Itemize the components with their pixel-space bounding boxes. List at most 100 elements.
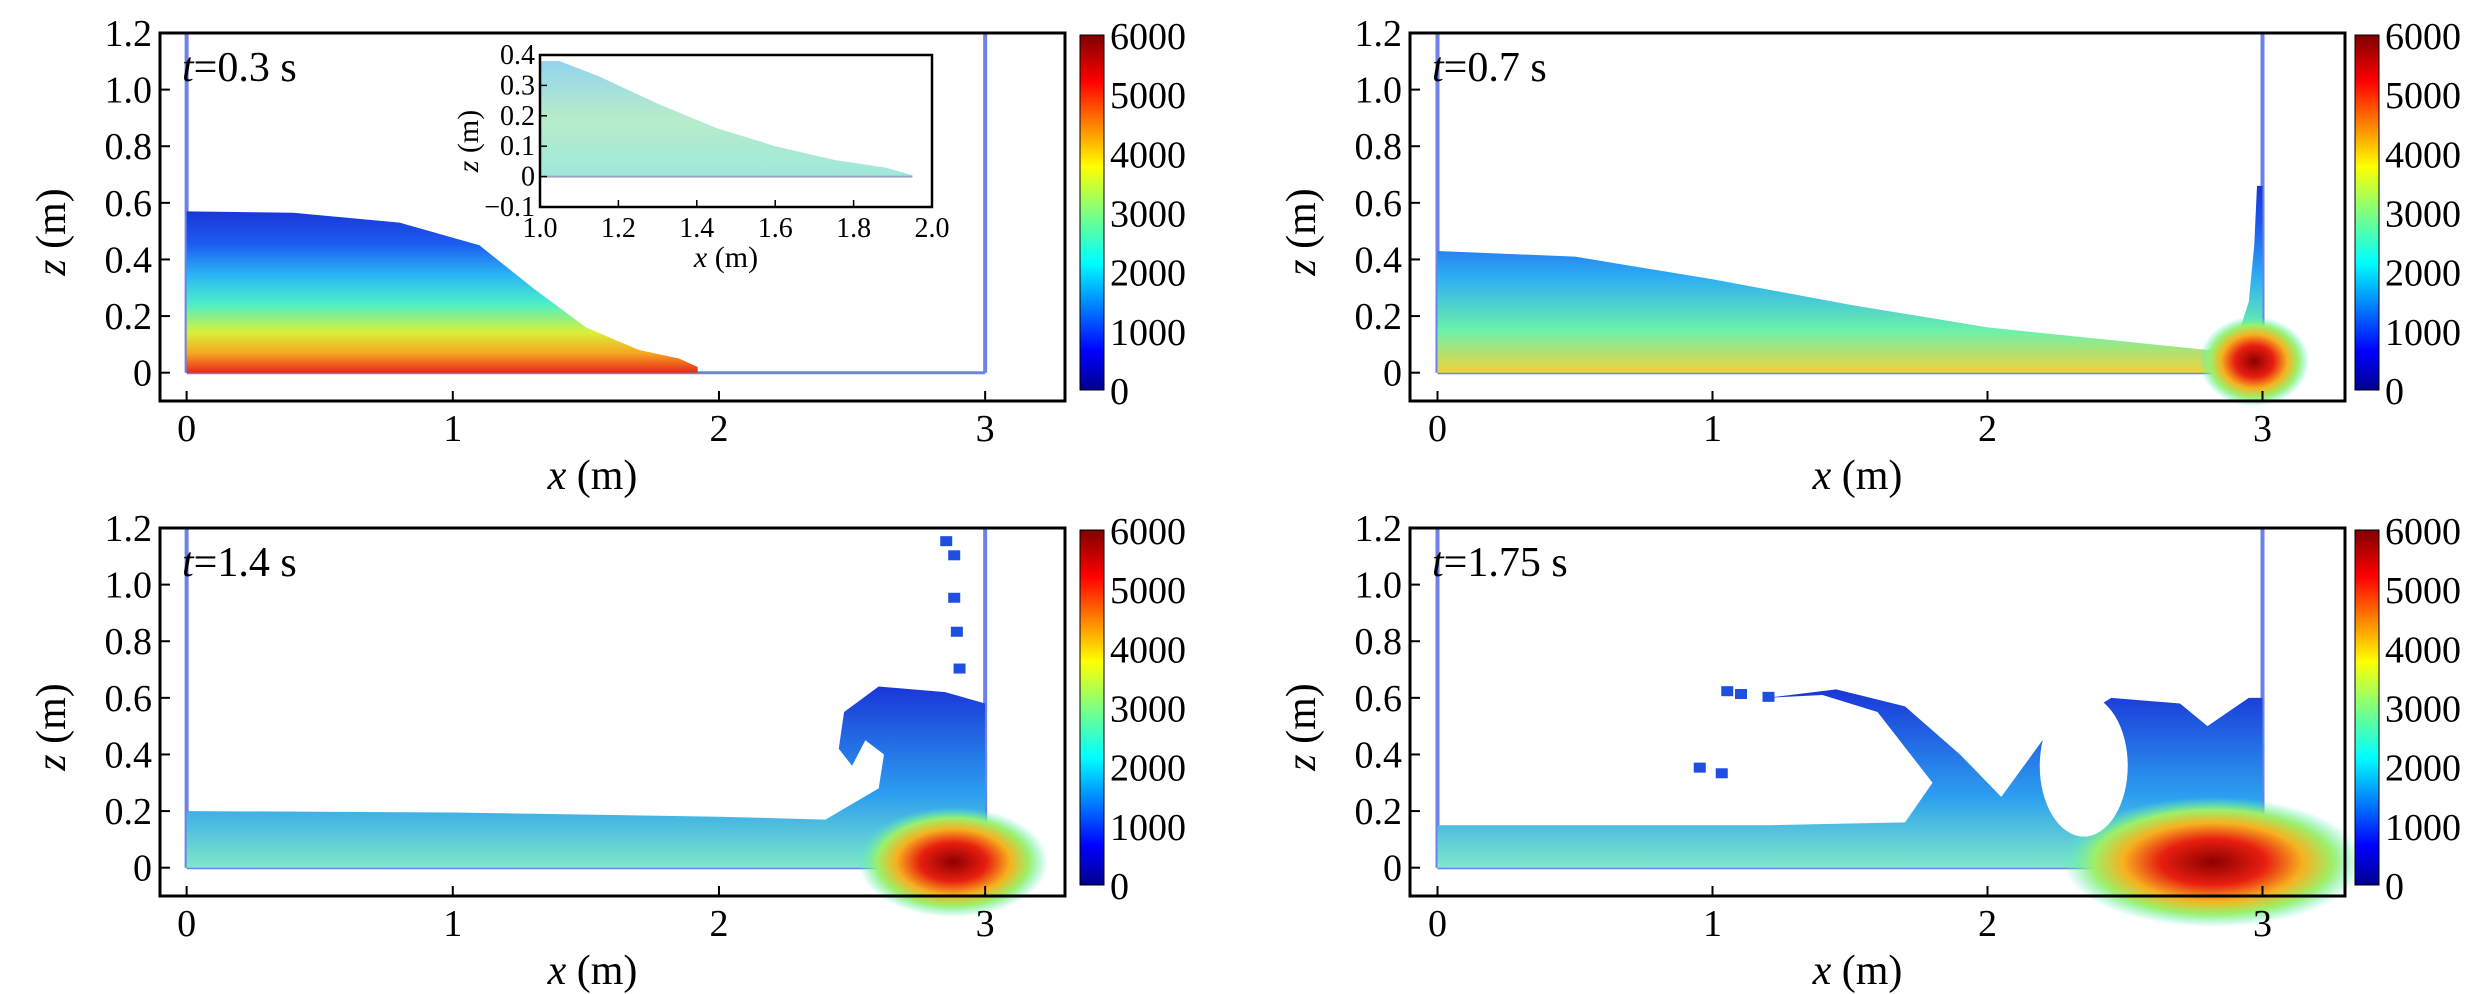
impact-pressure (858, 807, 1049, 918)
y-tick-label: 0.2 (105, 296, 153, 338)
panel-2: 0 0.2 0.4 0.6 0.8 1.0 1.2 0 1 2 3 x (m) z (m) t=0.7 s… (1279, 13, 2461, 499)
colorbar-tick-label: 2000 (2385, 253, 2461, 295)
x-tick-label: 3 (976, 408, 995, 450)
y-tick-label: 1.0 (105, 70, 153, 112)
y-tick-label: 0.4 (105, 239, 153, 281)
y-tick-label: 0 (133, 353, 152, 395)
colorbar-tick-label: 1000 (2385, 807, 2461, 849)
x-tick-label: 0 (177, 903, 196, 945)
y-tick-label: 0.4 (105, 734, 153, 776)
y-tick-label: 0.6 (105, 678, 153, 720)
colorbar-tick-label: 5000 (2385, 75, 2461, 117)
panel-3: 0 0.2 0.4 0.6 0.8 1.0 1.2 0 1 2 3 x (m) z (m) t=1.4 s… (29, 508, 1186, 994)
spray-droplet (1693, 762, 1706, 773)
colorbar-tick-label: 2000 (2385, 748, 2461, 790)
water-body (1437, 185, 2263, 373)
x-axis-label: x (m) (547, 948, 638, 994)
time-label: t=0.3 s (182, 45, 297, 91)
y-tick-label: 0.8 (1355, 126, 1403, 168)
spray-droplet (948, 550, 961, 561)
y-tick-label: 1.0 (1355, 70, 1403, 112)
time-label: t=1.4 s (182, 540, 297, 586)
inset-y-tick-label: −0.1 (484, 192, 535, 223)
inset-y-tick-label: 0.1 (500, 131, 535, 162)
colorbar-tick-label: 3000 (2385, 689, 2461, 731)
spray-droplet (953, 663, 966, 674)
x-tick-label: 0 (1428, 408, 1447, 450)
colorbar-tick-label: 5000 (1110, 75, 1186, 117)
x-tick-label: 1 (443, 903, 462, 945)
inset-x-tick-label: 1.4 (679, 213, 714, 244)
spray-droplet (940, 536, 953, 547)
plot-frame (1408, 526, 2347, 898)
colorbar-tick-label: 1000 (1110, 807, 1186, 849)
colorbar-tick-label: 4000 (2385, 134, 2461, 176)
x-axis-label: x (m) (1812, 453, 1903, 499)
colorbar-tick-label: 1000 (2385, 312, 2461, 354)
colorbar-tick-label: 6000 (2385, 511, 2461, 553)
x-tick-label: 1 (1703, 408, 1722, 450)
inset-x-tick-label: 1.8 (836, 213, 871, 244)
spray-droplet (1721, 686, 1734, 697)
time-label: t=0.7 s (1432, 45, 1547, 91)
inset-y-tick-label: 0.3 (500, 70, 535, 101)
x-axis-label: x (m) (1812, 948, 1903, 994)
colorbar-tick-label: 4000 (1110, 134, 1186, 176)
y-axis-label: z (m) (1279, 683, 1325, 772)
inset-y-tick-label: 0.2 (500, 101, 535, 132)
spray-droplet (950, 626, 963, 637)
x-tick-label: 2 (1978, 903, 1997, 945)
x-tick-label: 3 (2253, 903, 2272, 945)
colorbar (2354, 34, 2380, 391)
x-tick-label: 3 (976, 903, 995, 945)
y-tick-label: 0.2 (1355, 296, 1403, 338)
spray-droplet (948, 592, 961, 603)
y-tick-label: 0.2 (1355, 791, 1403, 833)
colorbar-tick-label: 2000 (1110, 748, 1186, 790)
inset-x-tick-label: 1.2 (601, 213, 636, 244)
y-tick-label: 0.4 (1355, 239, 1403, 281)
y-tick-label: 0 (1383, 848, 1402, 890)
panel-4: 0 0.2 0.4 0.6 0.8 1.0 1.2 0 1 2 3 x (m) z (m) t=1.75 … (1279, 508, 2461, 994)
colorbar-tick-label: 3000 (1110, 689, 1186, 731)
y-axis-label: z (m) (29, 188, 75, 277)
x-tick-label: 2 (709, 408, 728, 450)
colorbar-tick-label: 5000 (1110, 570, 1186, 612)
plot-frame (158, 526, 1067, 898)
colorbar-tick-label: 0 (2385, 371, 2404, 413)
spray-droplet (1762, 691, 1775, 702)
y-tick-label: 1.2 (1355, 13, 1403, 55)
colorbar-tick-label: 6000 (1110, 511, 1186, 553)
inset-x-tick-label: 1.0 (523, 213, 558, 244)
y-tick-label: 1.2 (105, 508, 153, 550)
water-body (186, 211, 698, 373)
x-tick-label: 1 (1703, 903, 1722, 945)
colorbar (1079, 529, 1105, 886)
air-cavity (2039, 695, 2128, 837)
y-tick-label: 0.8 (105, 126, 153, 168)
inset-y-tick-label: 0.4 (500, 40, 535, 71)
colorbar (2354, 529, 2380, 886)
y-tick-label: 1.2 (1355, 508, 1403, 550)
y-tick-label: 0.6 (1355, 678, 1403, 720)
y-axis-label: z (m) (1279, 188, 1325, 277)
colorbar-tick-label: 1000 (1110, 312, 1186, 354)
spray-droplet (1715, 768, 1728, 779)
y-tick-label: 0.8 (105, 621, 153, 663)
colorbar-tick-label: 4000 (1110, 629, 1186, 671)
x-tick-label: 1 (443, 408, 462, 450)
y-axis-label: z (m) (29, 683, 75, 772)
water-body (186, 686, 986, 868)
y-tick-label: 1.0 (1355, 565, 1403, 607)
colorbar-tick-label: 3000 (1110, 194, 1186, 236)
inset-y-tick-label: 0 (521, 162, 535, 193)
time-label: t=1.75 s (1432, 540, 1568, 586)
colorbar-tick-label: 0 (2385, 866, 2404, 908)
x-axis-label: x (m) (547, 453, 638, 499)
colorbar-tick-label: 6000 (1110, 16, 1186, 58)
x-tick-label: 0 (177, 408, 196, 450)
y-tick-label: 0.8 (1355, 621, 1403, 663)
y-tick-label: 0 (133, 848, 152, 890)
y-tick-label: 0 (1383, 353, 1402, 395)
